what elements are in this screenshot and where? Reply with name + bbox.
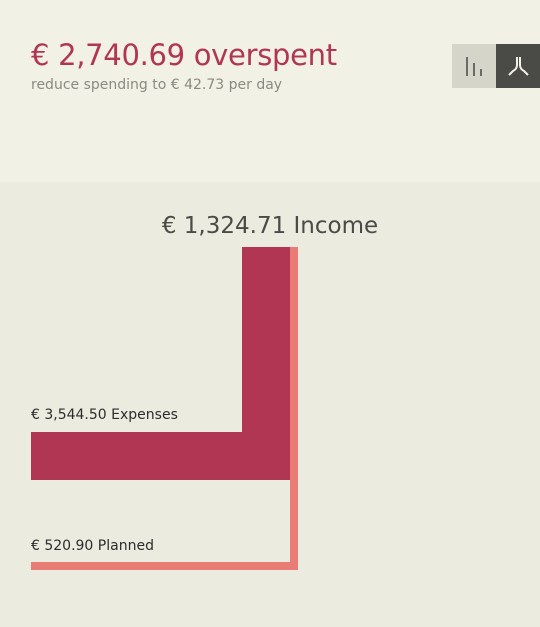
income-label: € 1,324.71 Income: [161, 213, 379, 239]
flow-view-button[interactable]: [496, 44, 540, 88]
overspent-headline: € 2,740.69 overspent: [31, 38, 337, 72]
view-toggle: [452, 44, 540, 88]
planned-flow-horizontal: [31, 562, 298, 570]
bar-chart-view-button[interactable]: [452, 44, 496, 88]
planned-flow-vertical: [290, 247, 298, 570]
bar-chart-icon: [466, 57, 482, 76]
planned-label: € 520.90 Planned: [31, 538, 154, 554]
flow-chart-icon: [508, 57, 529, 76]
summary-header: € 2,740.69 overspent reduce spending to …: [0, 0, 540, 182]
daily-limit-hint: reduce spending to € 42.73 per day: [31, 77, 283, 93]
expenses-flow-horizontal: [31, 432, 290, 480]
expenses-label: € 3,544.50 Expenses: [31, 407, 178, 423]
